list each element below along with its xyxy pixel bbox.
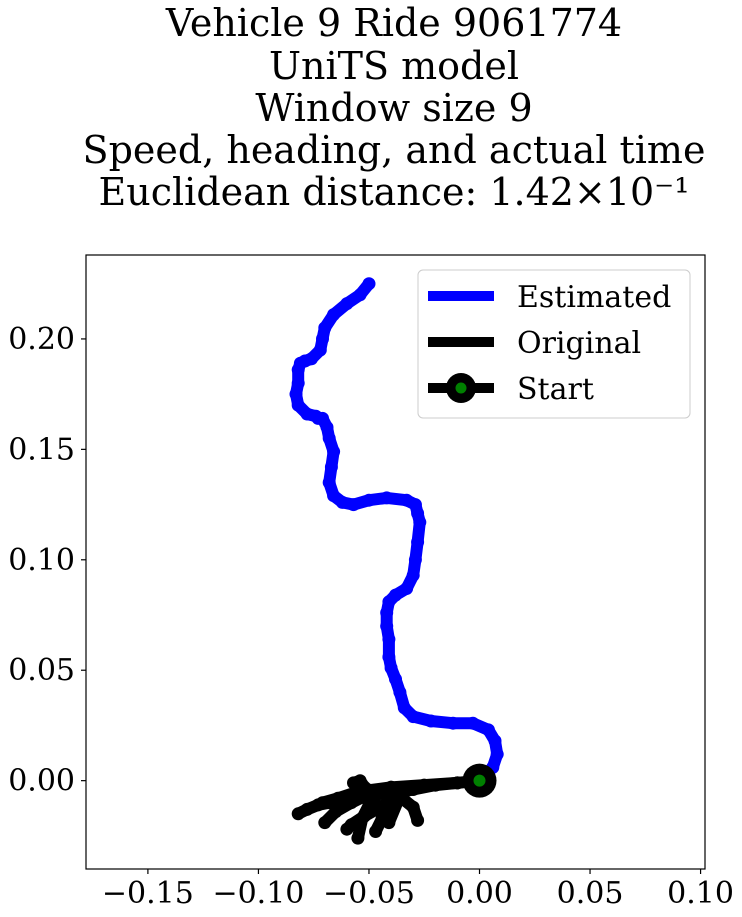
original-trajectory-line-point xyxy=(291,807,305,821)
x-axis: −0.15 −0.10 −0.05 0.00 0.05 0.10 xyxy=(102,869,734,911)
estimated-trajectory-line-point xyxy=(322,431,336,445)
original-trajectory-line-point xyxy=(428,778,442,792)
legend-estimated-label: Estimated xyxy=(517,280,671,315)
x-tick-label: −0.15 xyxy=(102,876,194,911)
estimated-trajectory-line-point xyxy=(291,398,305,412)
estimated-trajectory-line-point xyxy=(347,498,360,512)
original-trajectory-line-point xyxy=(362,798,376,812)
estimated-trajectory-line-point xyxy=(291,376,305,390)
estimated-trajectory-line-point xyxy=(327,308,341,322)
estimated-trajectory-line-point xyxy=(406,568,420,582)
estimated-trajectory-line-point xyxy=(424,714,438,728)
estimated-trajectory-line-point xyxy=(393,685,407,699)
estimated-trajectory-line-point xyxy=(300,407,314,421)
estimated-trajectory-line-point xyxy=(408,553,422,567)
original-trajectory-line-point xyxy=(318,816,332,830)
estimated-trajectory-line-point xyxy=(324,460,338,474)
estimated-trajectory-line-point xyxy=(490,747,504,761)
estimated-trajectory-line-point xyxy=(406,710,420,724)
original-trajectory-line-point xyxy=(450,776,464,790)
estimated-trajectory-line-point xyxy=(335,495,349,509)
estimated-trajectory-line-point xyxy=(384,661,398,675)
estimated-trajectory-line-point xyxy=(327,489,341,503)
original-trajectory-line-point xyxy=(340,822,354,836)
original-trajectory-line-point xyxy=(355,811,369,825)
estimated-trajectory-line-point xyxy=(411,535,425,549)
x-tick-label: 0.05 xyxy=(557,876,624,911)
original-trajectory-line-point xyxy=(347,776,360,790)
estimated-trajectory-line-point xyxy=(466,716,480,730)
original-trajectory-line-point xyxy=(344,796,358,810)
original-trajectory-line-point xyxy=(411,813,425,827)
estimated-trajectory-line-point xyxy=(353,288,367,302)
estimated-trajectory-line-point xyxy=(318,321,332,335)
estimated-trajectory-line-point xyxy=(446,716,460,730)
estimated-trajectory-line-point xyxy=(397,701,411,715)
y-tick-label: 0.15 xyxy=(8,432,75,467)
y-axis: 0.00 0.05 0.10 0.15 0.20 xyxy=(8,322,86,799)
start-marker-inner xyxy=(473,774,486,787)
y-tick-label: 0.10 xyxy=(8,543,75,578)
original-trajectory-line-point xyxy=(369,787,383,801)
estimated-trajectory-line-point xyxy=(380,619,394,633)
original-trajectory-line-point xyxy=(369,825,383,838)
original-trajectory-line-point xyxy=(331,791,345,805)
original-trajectory-line-point xyxy=(393,789,407,803)
estimated-trajectory-line-point xyxy=(313,343,327,357)
estimated-trajectory-line-point xyxy=(400,582,414,595)
x-tick-label: −0.10 xyxy=(212,876,304,911)
plot-frame xyxy=(85,254,706,870)
estimated-trajectory-line-point xyxy=(488,734,502,748)
original-trajectory-line-point xyxy=(380,785,394,799)
estimated-trajectory-line-point xyxy=(289,387,303,401)
legend-original-label: Original xyxy=(517,326,641,361)
chart-title: Vehicle 9 Ride 9061774 UniTS model Windo… xyxy=(83,1,706,214)
title-line-3: Window size 9 xyxy=(255,86,532,130)
estimated-trajectory-line-point xyxy=(481,723,495,737)
legend-start-label: Start xyxy=(517,372,594,407)
estimated-trajectory-line-point xyxy=(400,493,414,507)
estimated-trajectory-line-point xyxy=(382,632,396,646)
plot-area xyxy=(85,254,706,870)
legend-frame xyxy=(417,269,691,419)
estimated-trajectory-line-point xyxy=(389,588,402,602)
title-line-2: UniTS model xyxy=(269,44,519,88)
x-tick-label: −0.05 xyxy=(323,876,415,911)
estimated-trajectory-line-point xyxy=(380,606,394,620)
x-tick-label: 0.10 xyxy=(667,876,734,911)
series-layer xyxy=(289,277,504,845)
estimated-trajectory-line-point xyxy=(362,277,376,291)
title-line-5: Euclidean distance: 1.42×10⁻¹ xyxy=(99,170,690,214)
y-tick-label: 0.05 xyxy=(8,653,75,688)
estimated-trajectory-line-point xyxy=(389,672,402,686)
estimated-trajectory-line-point xyxy=(316,332,329,346)
estimated-trajectory-line-point xyxy=(382,650,396,664)
estimated-trajectory-line-point xyxy=(380,491,394,505)
title-line-1: Vehicle 9 Ride 9061774 xyxy=(165,1,622,45)
original-trajectory-line-point xyxy=(316,796,329,810)
x-tick-label: 0.00 xyxy=(446,876,513,911)
y-tick-label: 0.20 xyxy=(8,322,75,357)
estimated-trajectory-line-point xyxy=(327,445,341,459)
original-trajectory-line-point xyxy=(329,805,343,819)
y-tick-label: 0.00 xyxy=(8,764,75,799)
original-trajectory-line-point xyxy=(406,800,420,814)
title-line-4: Speed, heading, and actual time xyxy=(83,128,706,172)
legend: Estimated Original Start xyxy=(417,269,691,419)
original-trajectory-line-point xyxy=(351,831,365,845)
legend-start-marker-inner xyxy=(455,382,467,394)
estimated-trajectory-line-point xyxy=(305,352,318,366)
estimated-trajectory-line-point xyxy=(340,297,354,311)
original-trajectory-line-point xyxy=(382,816,396,830)
estimated-trajectory-line-point xyxy=(322,476,336,489)
original-trajectory-line-point xyxy=(402,780,416,794)
estimated-trajectory-line-point xyxy=(362,493,376,507)
